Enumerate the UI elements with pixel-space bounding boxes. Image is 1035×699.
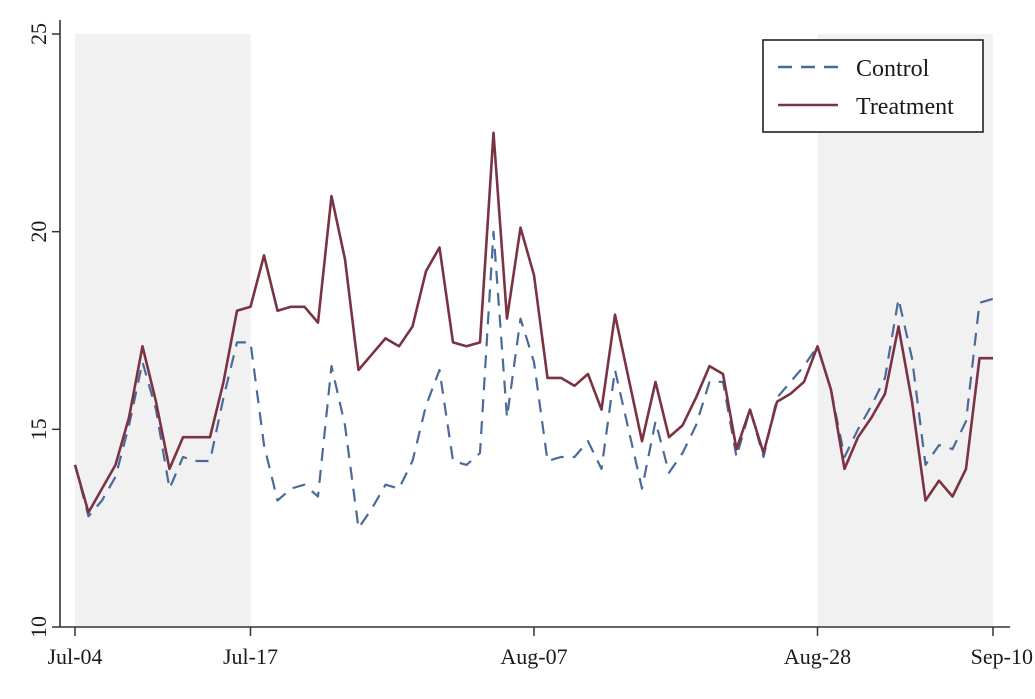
x-tick-label-1: Jul-17 bbox=[223, 644, 278, 669]
legend-label-treatment: Treatment bbox=[856, 94, 954, 120]
series-line-control bbox=[73, 230, 994, 530]
x-tick-label-0: Jul-04 bbox=[48, 644, 103, 669]
legend: Control Treatment bbox=[762, 39, 984, 133]
x-tick-label-3: Aug-28 bbox=[784, 644, 851, 669]
series-line-treatment bbox=[73, 131, 993, 514]
y-tick-label-3: 25 bbox=[26, 23, 51, 45]
legend-box bbox=[762, 39, 984, 133]
x-tick-label-4: Sep-10 bbox=[971, 644, 1033, 669]
x-tick-label-2: Aug-07 bbox=[500, 644, 567, 669]
y-tick-label-2: 20 bbox=[26, 221, 51, 243]
y-tick-label-1: 15 bbox=[26, 418, 51, 440]
axis-ticks: 10 15 20 25 Jul-04 Jul-17 Aug-07 Aug-28 Sep-10 bbox=[26, 23, 1033, 669]
series bbox=[73, 131, 994, 530]
y-tick-label-0: 10 bbox=[26, 616, 51, 638]
legend-label-control: Control bbox=[856, 56, 930, 82]
shaded-period-0 bbox=[75, 34, 251, 627]
axes bbox=[59, 20, 1010, 628]
